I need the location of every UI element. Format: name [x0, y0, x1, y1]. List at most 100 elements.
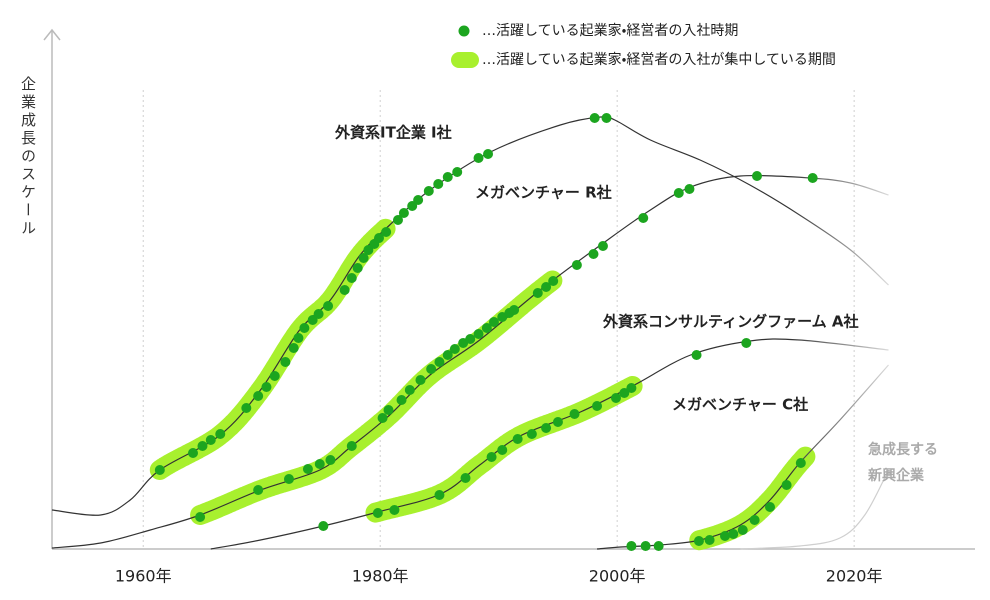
hire-dot [269, 371, 280, 381]
hire-dot [626, 541, 637, 551]
hire-dot [283, 474, 294, 484]
hire-dot [313, 309, 324, 319]
hire-dot [154, 465, 165, 475]
hire-dot [253, 391, 264, 401]
hire-dot [392, 215, 403, 225]
y-axis-arrow [43, 28, 61, 41]
legend-dot [458, 25, 470, 37]
hire-dot [749, 515, 760, 525]
hire-dot [389, 505, 400, 515]
hire-dot [589, 113, 600, 123]
hire-dot [488, 317, 499, 327]
hire-dot [434, 357, 445, 367]
hire-dot [807, 173, 818, 183]
hire-dot [423, 186, 434, 196]
hire-dot [640, 541, 651, 551]
hire-dot [592, 401, 603, 411]
hire-dot [413, 195, 424, 205]
hire-dot [374, 233, 385, 243]
hire-dot [241, 403, 252, 413]
emerging-label: 急成長する [868, 441, 938, 458]
hire-dot [684, 184, 695, 194]
hire-dot [280, 357, 291, 367]
hire-dot [426, 364, 437, 374]
focus-band [689, 446, 816, 551]
hire-dot [372, 508, 383, 518]
hire-dot [737, 525, 748, 535]
hire-dot [352, 263, 363, 273]
hire-dot [339, 285, 350, 295]
hire-dot [325, 455, 336, 465]
hire-dot [781, 480, 792, 490]
hire-dot [601, 113, 612, 123]
hire-dot [751, 171, 762, 181]
hire-dot [398, 208, 409, 218]
hire-dot [483, 149, 494, 159]
company-label: メガベンチャー R社 [475, 184, 612, 202]
hire-dot [548, 276, 559, 286]
hire-dot [460, 473, 471, 483]
hire-dot [541, 282, 552, 292]
hire-dot [215, 429, 226, 439]
hire-dot [433, 179, 444, 189]
hire-dot [187, 448, 198, 458]
x-tick-label: 1980年 [352, 567, 409, 586]
hire-dot [638, 213, 649, 223]
hire-dot [323, 301, 334, 311]
hire-dot [302, 464, 313, 474]
company-label: 外資系コンサルティングファーム A社 [602, 313, 858, 331]
hire-dot [704, 535, 715, 545]
hire-dot [452, 167, 463, 177]
hire-dot [415, 375, 426, 385]
hire-dot [396, 395, 407, 405]
hire-dot [765, 502, 776, 512]
hire-dot [532, 288, 543, 298]
hire-dot [288, 343, 299, 353]
hire-dot [552, 417, 563, 427]
hire-dot [526, 429, 537, 439]
hire-dot [442, 350, 453, 360]
hire-dot [588, 249, 599, 259]
hire-dot [383, 405, 394, 415]
emerging-label: 新興企業 [867, 467, 925, 484]
hire-dot [597, 241, 608, 251]
hire-dot [795, 458, 806, 468]
hire-dot [610, 393, 621, 403]
hire-dot [541, 423, 552, 433]
legend-label: …活躍している起業家・経営者の入社時期 [482, 22, 738, 39]
hire-dot [299, 323, 310, 333]
hire-dot [381, 227, 392, 237]
hire-dot [619, 388, 630, 398]
hire-dot [293, 333, 304, 343]
hire-dot [569, 409, 580, 419]
hire-dot [486, 452, 497, 462]
hire-dot [346, 441, 357, 451]
growth-line [740, 469, 890, 550]
y-axis-label: 企業成長のスケール [19, 76, 37, 238]
hire-dot [653, 541, 664, 551]
hire-dot [253, 485, 264, 495]
hire-dot [497, 445, 508, 455]
hire-dot [571, 260, 582, 270]
hire-dot [741, 338, 752, 348]
company-label: メガベンチャー C社 [672, 396, 808, 414]
hire-dot [693, 536, 704, 546]
x-tick-label: 2020年 [826, 567, 883, 586]
hire-dot [261, 382, 272, 392]
x-tick-label: 2000年 [589, 567, 646, 586]
legend-band [451, 52, 479, 68]
hire-dot [314, 459, 325, 469]
legend-label: …活躍している起業家・経営者の入社が集中している期間 [482, 51, 836, 68]
hire-dot [195, 512, 206, 522]
hire-dot [673, 188, 684, 198]
hire-dot [197, 441, 208, 451]
hire-dot [449, 344, 460, 354]
hire-dot [626, 383, 637, 393]
hire-dot [442, 172, 453, 182]
hire-dot [465, 334, 476, 344]
hire-dot [728, 529, 739, 539]
hire-dot [358, 253, 369, 263]
hire-dot [404, 385, 415, 395]
